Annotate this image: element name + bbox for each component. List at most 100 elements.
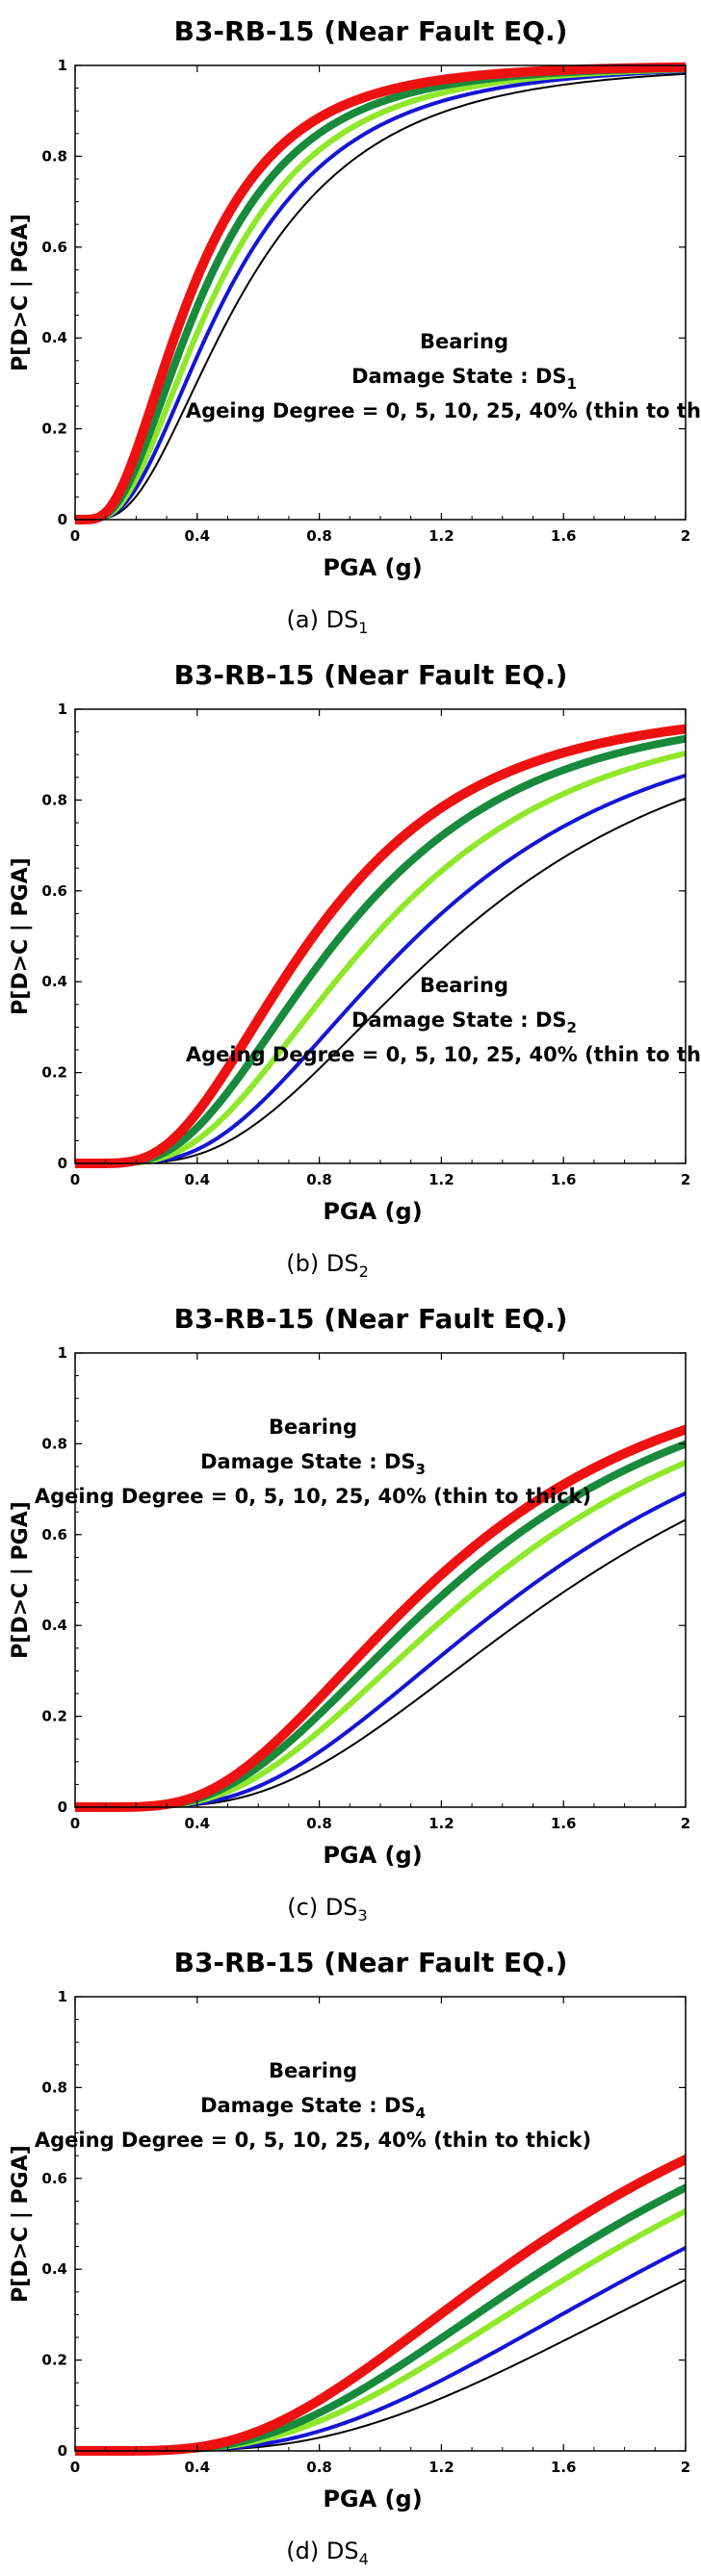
- series-line-3: [75, 2207, 686, 2454]
- plot-frame: [74, 708, 687, 1164]
- annotation-damage-state: Damage State : DS2: [351, 1008, 577, 1036]
- x-tick-label: 0.4: [185, 2459, 211, 2476]
- x-axis-label: PGA (g): [323, 2486, 422, 2512]
- y-tick-label: 0: [58, 1155, 67, 1172]
- y-tick-label: 0.4: [41, 1617, 67, 1634]
- y-axis-label: P[D>C | PGA]: [9, 214, 33, 371]
- y-tick-label: 0: [58, 1798, 67, 1816]
- x-tick-label: 0.8: [306, 527, 332, 545]
- x-tick-label: 1.2: [428, 1171, 454, 1188]
- chart-title: B3-RB-15 (Near Fault EQ.): [174, 15, 568, 47]
- x-tick-label: 1.2: [428, 527, 454, 545]
- y-tick-label: 0: [58, 511, 67, 528]
- annotation-damage-state: Damage State : DS1: [351, 365, 577, 393]
- series-line-1: [75, 797, 686, 1164]
- annotation-ageing: Ageing Degree = 0, 5, 10, 25, 40% (thin …: [186, 399, 701, 422]
- series-line-5: [75, 724, 686, 1168]
- y-tick-label: 0.8: [41, 147, 67, 165]
- annotation-ageing: Ageing Degree = 0, 5, 10, 25, 40% (thin …: [186, 1043, 701, 1066]
- x-tick-label: 0.8: [306, 2459, 332, 2476]
- chart-svg: B3-RB-15 (Near Fault EQ.) 0 0.4 0.8 1.2 1.6 2 0…: [9, 15, 701, 637]
- chart-panel-3: B3-RB-15 (Near Fault EQ.) 0 0.4 0.8 1.2 1.6 2 0…: [0, 1288, 701, 1931]
- x-tick-label: 0: [70, 2459, 80, 2476]
- y-tick-label: 0.2: [41, 1708, 67, 1725]
- y-axis-label: P[D>C | PGA]: [9, 1501, 33, 1659]
- annotation-ageing: Ageing Degree = 0, 5, 10, 25, 40% (thin …: [35, 1485, 591, 1508]
- x-tick-label: 0.4: [185, 1171, 211, 1188]
- x-tick-label: 2: [681, 2459, 690, 2476]
- chart-panel-4: B3-RB-15 (Near Fault EQ.) 0 0.4 0.8 1.2 1.6 2 0…: [0, 1931, 701, 2575]
- series-group: [75, 62, 686, 524]
- x-tick-label: 0.4: [185, 527, 211, 545]
- x-tick-label: 1.6: [551, 527, 577, 545]
- y-tick-label: 1: [58, 1344, 67, 1362]
- series-line-3: [75, 66, 686, 523]
- series-line-4: [75, 734, 686, 1167]
- series-line-4: [75, 2183, 686, 2455]
- series-line-5: [75, 1424, 686, 1812]
- series-group: [75, 2155, 686, 2456]
- annotation-title: Bearing: [269, 1416, 357, 1439]
- y-tick-label: 0.2: [41, 1064, 67, 1082]
- series-line-1: [75, 2279, 686, 2452]
- x-tick-label: 2: [681, 1815, 690, 1832]
- chart-svg: B3-RB-15 (Near Fault EQ.) 0 0.4 0.8 1.2 1.6 2 0…: [9, 659, 701, 1281]
- annotation-ageing: Ageing Degree = 0, 5, 10, 25, 40% (thin …: [35, 2129, 591, 2152]
- series-line-4: [75, 64, 686, 523]
- chart-panel-1: B3-RB-15 (Near Fault EQ.) 0 0.4 0.8 1.2 1.6 2 0…: [0, 0, 701, 644]
- series-line-1: [75, 1518, 686, 1808]
- x-axis-label: PGA (g): [323, 554, 422, 581]
- y-axis-label: P[D>C | PGA]: [9, 2145, 33, 2303]
- series-line-2: [75, 68, 686, 522]
- annotation-title: Bearing: [420, 330, 508, 353]
- x-axis-label: PGA (g): [323, 1842, 422, 1869]
- annotation-damage-state: Damage State : DS3: [200, 1450, 426, 1478]
- x-tick-label: 1.6: [551, 2459, 577, 2476]
- x-tick-label: 0: [70, 1171, 80, 1188]
- x-tick-label: 0.8: [306, 1815, 332, 1832]
- annotation-damage-state: Damage State : DS4: [200, 2094, 426, 2122]
- plot-frame: [74, 1996, 687, 2452]
- y-tick-label: 0.2: [41, 2352, 67, 2369]
- y-tick-label: 0.6: [41, 239, 67, 256]
- y-tick-label: 1: [58, 57, 67, 74]
- y-tick-label: 1: [58, 701, 67, 718]
- x-tick-label: 1.2: [428, 2459, 454, 2476]
- chart-svg: B3-RB-15 (Near Fault EQ.) 0 0.4 0.8 1.2 1.6 2 0…: [9, 1947, 690, 2568]
- y-axis-label: P[D>C | PGA]: [9, 857, 33, 1015]
- y-tick-label: 0.4: [41, 2260, 67, 2278]
- series-group: [75, 1424, 686, 1812]
- annotation-title: Bearing: [269, 2059, 357, 2082]
- x-tick-label: 1.6: [551, 1171, 577, 1188]
- figure-caption: (a) DS1: [287, 606, 369, 637]
- plot-frame: [74, 64, 687, 521]
- y-tick-label: 0: [58, 2442, 67, 2460]
- x-tick-label: 1.6: [551, 1815, 577, 1832]
- y-tick-label: 1: [58, 1988, 67, 2005]
- y-tick-label: 0.6: [41, 2170, 67, 2187]
- x-tick-label: 0.4: [185, 1815, 211, 1832]
- chart-svg: B3-RB-15 (Near Fault EQ.) 0 0.4 0.8 1.2 1.6 2 0…: [9, 1303, 690, 1925]
- y-tick-label: 0.6: [41, 1526, 67, 1543]
- x-tick-label: 0: [70, 527, 80, 545]
- series-line-5: [75, 2155, 686, 2456]
- x-tick-label: 2: [681, 527, 690, 545]
- plot-frame: [74, 1352, 687, 1808]
- x-tick-label: 0.8: [306, 1171, 332, 1188]
- figure-caption: (b) DS2: [286, 1250, 369, 1281]
- figure-caption: (d) DS4: [286, 2538, 369, 2568]
- figure-caption: (c) DS3: [287, 1894, 367, 1925]
- chart-panel-2: B3-RB-15 (Near Fault EQ.) 0 0.4 0.8 1.2 1.6 2 0…: [0, 644, 701, 1288]
- y-tick-label: 0.8: [41, 2079, 67, 2096]
- y-tick-label: 0.8: [41, 791, 67, 808]
- chart-title: B3-RB-15 (Near Fault EQ.): [174, 1947, 568, 1978]
- y-tick-label: 0.4: [41, 329, 67, 346]
- x-tick-label: 1.2: [428, 1815, 454, 1832]
- chart-title: B3-RB-15 (Near Fault EQ.): [174, 659, 568, 691]
- series-line-2: [75, 773, 686, 1165]
- series-group: [75, 724, 686, 1168]
- series-line-1: [75, 72, 686, 521]
- y-tick-label: 0.2: [41, 421, 67, 438]
- x-tick-label: 2: [681, 1171, 690, 1188]
- x-axis-label: PGA (g): [323, 1198, 422, 1225]
